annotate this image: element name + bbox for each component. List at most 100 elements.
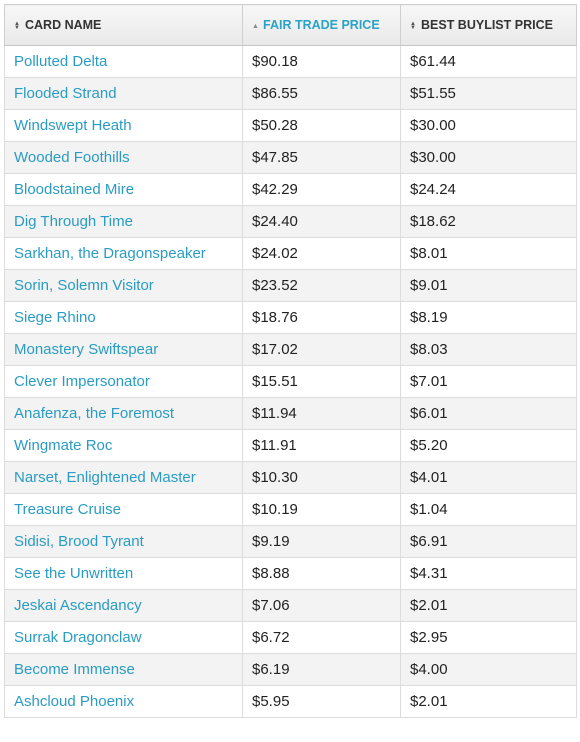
card-name-cell: Become Immense [4,653,243,686]
table-row: Sidisi, Brood Tyrant $9.19 $6.91 [4,525,577,558]
fair-trade-price-cell: $11.94 [242,397,401,430]
best-buylist-price-cell: $9.01 [400,269,577,302]
card-name-link[interactable]: Sarkhan, the Dragonspeaker [14,245,206,262]
best-buylist-price-cell: $4.31 [400,557,577,590]
card-name-link[interactable]: Treasure Cruise [14,501,121,518]
best-buylist-price-cell: $24.24 [400,173,577,206]
best-buylist-price-cell: $5.20 [400,429,577,462]
table-row: Siege Rhino $18.76 $8.19 [4,301,577,334]
sort-both-icon: ▲ ▼ [410,21,416,31]
fair-trade-price-cell: $10.30 [242,461,401,494]
table-row: Treasure Cruise $10.19 $1.04 [4,493,577,526]
card-name-cell: Sidisi, Brood Tyrant [4,525,243,558]
card-name-cell: Ashcloud Phoenix [4,685,243,718]
table-row: Monastery Swiftspear $17.02 $8.03 [4,333,577,366]
table-row: Sarkhan, the Dragonspeaker $24.02 $8.01 [4,237,577,270]
best-buylist-price-cell: $61.44 [400,45,577,78]
card-name-link[interactable]: Monastery Swiftspear [14,341,159,358]
card-name-link[interactable]: See the Unwritten [14,565,134,582]
card-name-link[interactable]: Anafenza, the Foremost [14,405,175,422]
best-buylist-price-cell: $6.91 [400,525,577,558]
best-buylist-price-cell: $8.19 [400,301,577,334]
best-buylist-price-cell: $8.01 [400,237,577,270]
card-name-link[interactable]: Wingmate Roc [14,437,113,454]
card-name-link[interactable]: Become Immense [14,661,135,678]
fair-trade-price-cell: $23.52 [242,269,401,302]
sort-both-icon: ▲ ▼ [14,21,20,31]
card-name-link[interactable]: Bloodstained Mire [14,181,135,198]
card-name-link[interactable]: Ashcloud Phoenix [14,693,135,710]
card-name-cell: Siege Rhino [4,301,243,334]
best-buylist-price-cell: $30.00 [400,109,577,142]
fair-trade-price-cell: $24.02 [242,237,401,270]
table-row: Become Immense $6.19 $4.00 [4,653,577,686]
header-fair-trade-price-label: FAIR TRADE PRICE [263,18,380,32]
card-name-cell: Treasure Cruise [4,493,243,526]
fair-trade-price-cell: $86.55 [242,77,401,110]
card-name-link[interactable]: Clever Impersonator [14,373,150,390]
table-row: Wingmate Roc $11.91 $5.20 [4,429,577,462]
card-name-link[interactable]: Siege Rhino [14,309,96,326]
table-row: Clever Impersonator $15.51 $7.01 [4,365,577,398]
card-name-link[interactable]: Sorin, Solemn Visitor [14,277,154,294]
header-card-name[interactable]: ▲ ▼ CARD NAME [4,4,243,46]
fair-trade-price-cell: $50.28 [242,109,401,142]
card-name-link[interactable]: Wooded Foothills [14,149,130,166]
card-name-cell: Clever Impersonator [4,365,243,398]
card-name-cell: Anafenza, the Foremost [4,397,243,430]
card-name-link[interactable]: Dig Through Time [14,213,133,230]
header-card-name-label: CARD NAME [25,18,102,32]
fair-trade-price-cell: $11.91 [242,429,401,462]
table-header: ▲ ▼ CARD NAME ▲ FAIR TRADE PRICE ▲ ▼ BEST BUY… [4,4,577,46]
card-name-cell: Surrak Dragonclaw [4,621,243,654]
card-name-link[interactable]: Polluted Delta [14,53,108,70]
fair-trade-price-cell: $24.40 [242,205,401,238]
table-row: Narset, Enlightened Master $10.30 $4.01 [4,461,577,494]
table-row: Wooded Foothills $47.85 $30.00 [4,141,577,174]
card-name-cell: Flooded Strand [4,77,243,110]
table-body: Polluted Delta $90.18 $61.44 Flooded Strand… [4,45,577,718]
card-name-cell: Monastery Swiftspear [4,333,243,366]
header-row: ▲ ▼ CARD NAME ▲ FAIR TRADE PRICE ▲ ▼ BEST BUY… [4,4,577,46]
best-buylist-price-cell: $6.01 [400,397,577,430]
card-name-link[interactable]: Windswept Heath [14,117,132,134]
fair-trade-price-cell: $6.19 [242,653,401,686]
best-buylist-price-cell: $2.95 [400,621,577,654]
card-name-cell: Sarkhan, the Dragonspeaker [4,237,243,270]
card-name-cell: Dig Through Time [4,205,243,238]
fair-trade-price-cell: $6.72 [242,621,401,654]
card-name-link[interactable]: Surrak Dragonclaw [14,629,142,646]
header-fair-trade-price[interactable]: ▲ FAIR TRADE PRICE [242,4,401,46]
fair-trade-price-cell: $8.88 [242,557,401,590]
card-name-link[interactable]: Jeskai Ascendancy [14,597,142,614]
best-buylist-price-cell: $2.01 [400,685,577,718]
header-best-buylist-price-label: BEST BUYLIST PRICE [421,18,553,32]
table-row: Anafenza, the Foremost $11.94 $6.01 [4,397,577,430]
table-row: Polluted Delta $90.18 $61.44 [4,45,577,78]
table-row: Ashcloud Phoenix $5.95 $2.01 [4,685,577,718]
card-name-link[interactable]: Narset, Enlightened Master [14,469,196,486]
fair-trade-price-cell: $10.19 [242,493,401,526]
best-buylist-price-cell: $1.04 [400,493,577,526]
card-name-cell: Narset, Enlightened Master [4,461,243,494]
card-name-link[interactable]: Sidisi, Brood Tyrant [14,533,144,550]
best-buylist-price-cell: $51.55 [400,77,577,110]
card-name-cell: Windswept Heath [4,109,243,142]
table-row: Dig Through Time $24.40 $18.62 [4,205,577,238]
header-best-buylist-price[interactable]: ▲ ▼ BEST BUYLIST PRICE [400,4,577,46]
best-buylist-price-cell: $8.03 [400,333,577,366]
fair-trade-price-cell: $15.51 [242,365,401,398]
fair-trade-price-cell: $42.29 [242,173,401,206]
card-name-cell: Polluted Delta [4,45,243,78]
card-name-cell: Wooded Foothills [4,141,243,174]
table-row: Jeskai Ascendancy $7.06 $2.01 [4,589,577,622]
table-row: See the Unwritten $8.88 $4.31 [4,557,577,590]
best-buylist-price-cell: $30.00 [400,141,577,174]
fair-trade-price-cell: $18.76 [242,301,401,334]
card-name-link[interactable]: Flooded Strand [14,85,117,102]
best-buylist-price-cell: $2.01 [400,589,577,622]
table-row: Sorin, Solemn Visitor $23.52 $9.01 [4,269,577,302]
table-row: Surrak Dragonclaw $6.72 $2.95 [4,621,577,654]
price-table: ▲ ▼ CARD NAME ▲ FAIR TRADE PRICE ▲ ▼ BEST BUY… [4,4,577,718]
fair-trade-price-cell: $47.85 [242,141,401,174]
